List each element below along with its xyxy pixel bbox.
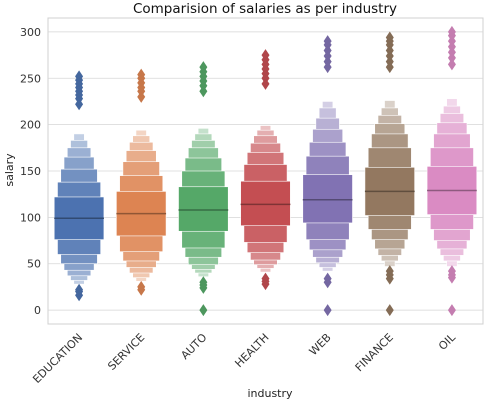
- outlier-point: [75, 70, 84, 83]
- letter-value-box: [302, 174, 353, 224]
- boxen-auto: [178, 61, 229, 317]
- y-tick-label: 250: [20, 72, 41, 85]
- outlier-point: [447, 25, 456, 38]
- outlier-point: [199, 304, 208, 317]
- y-tick-label: 0: [34, 304, 41, 317]
- boxen-health: [240, 49, 291, 291]
- letter-value-box: [178, 186, 229, 232]
- boxen-service: [116, 68, 167, 296]
- y-tick-label: 300: [20, 26, 41, 39]
- y-tick-label: 50: [27, 258, 41, 271]
- boxen-oil: [426, 25, 478, 317]
- outlier-point: [323, 304, 332, 317]
- outlier-point: [137, 68, 146, 81]
- outlier-point: [385, 31, 394, 44]
- outlier-point: [447, 304, 456, 317]
- boxen-finance: [364, 31, 415, 317]
- outlier-point: [385, 304, 394, 317]
- outlier-point: [261, 272, 270, 285]
- y-axis: 0 50 100 150 200 250 300: [20, 26, 41, 317]
- outlier-point: [447, 265, 456, 278]
- x-axis-label: industry: [247, 387, 293, 400]
- y-tick-label: 100: [20, 211, 41, 224]
- outlier-point: [261, 49, 270, 62]
- outlier-point: [75, 283, 84, 296]
- chart-title: Comparision of salaries as per industry: [133, 1, 397, 17]
- y-axis-label: salary: [3, 153, 16, 187]
- outlier-point: [323, 35, 332, 48]
- boxen-web: [302, 35, 353, 317]
- y-tick-label: 200: [20, 119, 41, 132]
- outlier-point: [447, 58, 456, 71]
- letter-value-box: [240, 180, 291, 227]
- y-tick-label: 150: [20, 165, 41, 178]
- boxen-series: [53, 25, 478, 317]
- outlier-point: [199, 61, 208, 74]
- outlier-point: [323, 272, 332, 285]
- boxen-education: [53, 70, 105, 302]
- outlier-point: [199, 276, 208, 289]
- outlier-point: [137, 280, 146, 293]
- outlier-point: [385, 265, 394, 278]
